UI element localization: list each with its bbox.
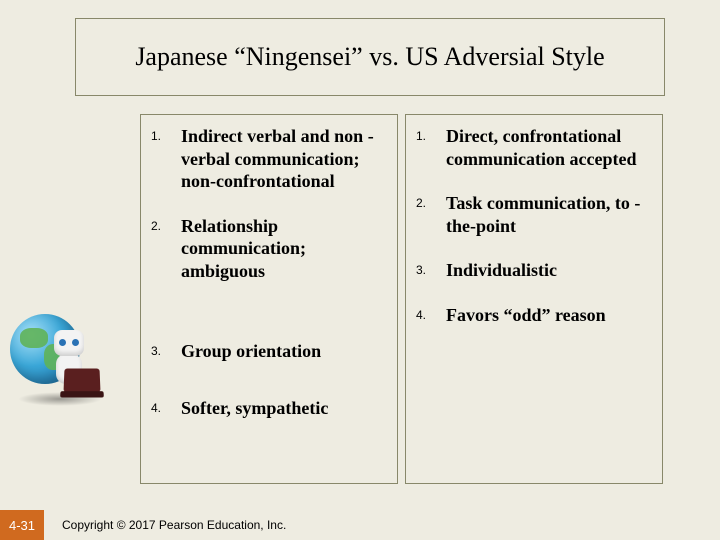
list-item: 3. Group orientation — [151, 340, 385, 363]
copyright-text: Copyright © 2017 Pearson Education, Inc. — [62, 518, 286, 532]
globe-robot-illustration — [4, 294, 114, 404]
slide-number-badge: 4-31 — [0, 510, 44, 540]
list-item: 2. Task communication, to -the-point — [416, 192, 650, 237]
item-number: 2. — [416, 192, 446, 210]
list-item: 1. Indirect verbal and non -verbal commu… — [151, 125, 385, 193]
item-number: 2. — [151, 215, 181, 233]
slide-number: 4-31 — [9, 518, 35, 533]
list-item: 4. Softer, sympathetic — [151, 397, 385, 420]
item-text: Task communication, to -the-point — [446, 192, 650, 237]
item-number: 3. — [416, 259, 446, 277]
item-number: 3. — [151, 340, 181, 358]
item-text: Favors “odd” reason — [446, 304, 650, 327]
list-item: 2. Relationship communication; ambiguous — [151, 215, 385, 283]
slide-title: Japanese “Ningensei” vs. US Adversial St… — [135, 41, 604, 72]
item-text: Softer, sympathetic — [181, 397, 385, 420]
right-column-panel: 1. Direct, confrontational communication… — [405, 114, 663, 484]
laptop-icon — [63, 368, 100, 392]
list-item: 3. Individualistic — [416, 259, 650, 282]
item-text: Group orientation — [181, 340, 385, 363]
robot-icon — [42, 330, 96, 396]
item-text: Indirect verbal and non -verbal communic… — [181, 125, 385, 193]
item-number: 4. — [416, 304, 446, 322]
item-number: 1. — [151, 125, 181, 143]
list-item: 1. Direct, confrontational communication… — [416, 125, 650, 170]
left-column-panel: 1. Indirect verbal and non -verbal commu… — [140, 114, 398, 484]
item-number: 4. — [151, 397, 181, 415]
item-text: Relationship communication; ambiguous — [181, 215, 385, 283]
title-panel: Japanese “Ningensei” vs. US Adversial St… — [75, 18, 665, 96]
item-text: Individualistic — [446, 259, 650, 282]
list-item: 4. Favors “odd” reason — [416, 304, 650, 327]
item-text: Direct, confrontational communication ac… — [446, 125, 650, 170]
item-number: 1. — [416, 125, 446, 143]
